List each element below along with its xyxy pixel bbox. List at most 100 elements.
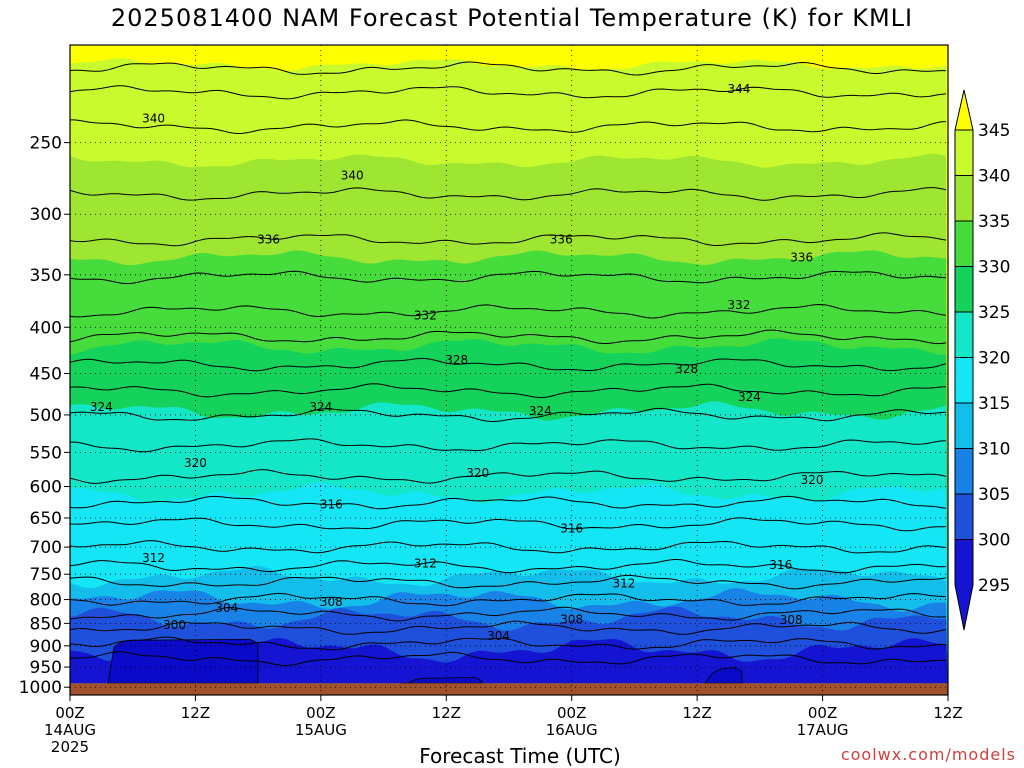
x-date-label: 15AUG [295,721,347,739]
contour-label: 328 [445,353,468,367]
colorbar-band [954,448,974,495]
contour-label: 336 [790,251,813,265]
contour-label: 324 [90,400,113,414]
colorbar-label: 320 [978,349,1010,369]
colorbar-band [954,539,974,631]
contour-label: 320 [466,466,489,480]
contour-label: 308 [320,595,343,609]
x-tick-label: 12Z [181,704,210,722]
y-tick-label: 850 [30,614,62,634]
contour-320 [69,469,947,484]
contour-label: 320 [184,456,207,470]
x-axis-title: Forecast Time (UTC) [419,744,621,768]
x-tick-label: 12Z [682,704,711,722]
x-tick-label: 00Z [55,704,84,722]
y-tick-label: 450 [30,365,62,385]
contour-label: 312 [414,557,437,571]
ground-strip [70,683,948,695]
x-tick-label: 00Z [557,704,586,722]
colorbar-over-arrow [954,89,974,131]
contour-300 [69,651,947,667]
contour-label: 308 [560,613,583,627]
colorbar-label: 305 [978,485,1010,505]
contour-label: 340 [142,111,165,125]
y-tick-label: 400 [30,318,62,338]
contour-label: 332 [727,298,750,312]
contour-312 [69,559,947,574]
contour-label: 324 [309,400,332,414]
colorbar-band [954,493,974,540]
y-tick-label: 750 [30,565,62,585]
colorbar-band [954,220,974,267]
y-tick-label: 550 [30,443,62,463]
contour-label: 312 [142,551,165,565]
contour-label: 324 [529,404,552,418]
colorbar-label: 295 [978,576,1010,596]
contour-334 [69,270,947,285]
contour-label: 336 [257,233,280,247]
contour-308 [69,592,947,607]
x-date-label: 16AUG [546,721,598,739]
y-tick-label: 600 [30,478,62,498]
y-tick-label: 950 [30,658,62,678]
contour-label: 312 [613,577,636,591]
colorbar-band [954,266,974,313]
contour-324 [69,407,947,423]
y-tick-label: 300 [30,205,62,225]
colorbar-label: 330 [978,258,1010,278]
contour-label: 304 [215,601,238,615]
x-tick-label: 12Z [432,704,461,722]
y-tick-label: 500 [30,406,62,426]
contour-label: 300 [163,618,186,632]
y-tick-label: 900 [30,637,62,657]
chart-title: 2025081400 NAM Forecast Potential Temper… [110,4,914,32]
x-tick-label: 00Z [306,704,335,722]
x-year-label: 2025 [51,738,89,756]
colorbar-label: 345 [978,121,1010,141]
colorbar-label: 340 [978,167,1010,187]
contour-318 [69,495,947,510]
y-tick-label: 700 [30,538,62,558]
contour-328 [69,357,947,372]
contour-label: 328 [675,362,698,376]
contour-label: 332 [414,308,437,322]
cold-pool-3 [704,666,743,684]
contour-330 [69,329,947,345]
colorbar-label: 335 [978,212,1010,232]
colorbar-band [954,175,974,222]
contour-label: 340 [341,169,364,183]
x-tick-label: 12Z [933,704,962,722]
contour-label: 344 [727,82,750,96]
contour-label: 316 [560,522,583,536]
contour-label: 304 [487,629,510,643]
colorbar-label: 300 [978,531,1010,551]
contour-332 [69,303,947,319]
contour-label: 324 [738,390,761,404]
colorbar-band [954,357,974,404]
y-tick-label: 350 [30,266,62,286]
contour-label: 336 [550,233,573,247]
contour-338 [69,187,947,201]
colorbar-label: 325 [978,303,1010,323]
plot-frame [69,44,949,696]
y-tick-label: 1000 [19,678,62,698]
contour-316 [70,517,947,532]
contour-342 [69,85,947,100]
colorbar-label: 315 [978,394,1010,414]
x-date-label: 14AUG [44,721,96,739]
x-tick-label: 00Z [808,704,837,722]
contour-340 [70,119,947,135]
contour-label: 316 [769,558,792,572]
contour-304 [69,620,947,635]
x-date-label: 17AUG [797,721,849,739]
colorbar-band [954,129,974,176]
colorbar-band [954,402,974,449]
source-credit[interactable]: coolwx.com/models [840,745,1016,764]
contour-322 [70,438,947,453]
contour-326 [69,383,947,399]
colorbar-label: 310 [978,440,1010,460]
contour-306 [69,606,947,622]
y-tick-label: 800 [30,591,62,611]
contour-302 [69,636,947,651]
